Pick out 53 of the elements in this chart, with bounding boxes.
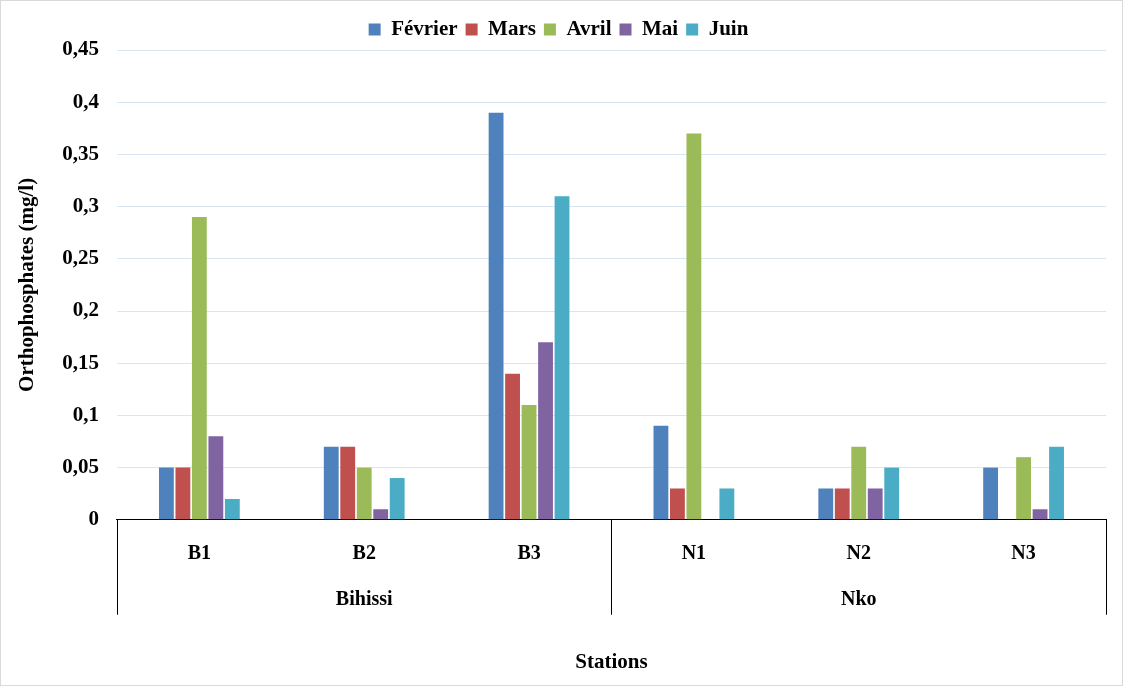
y-tick-label: 0	[88, 506, 99, 531]
text: Bihissi	[335, 586, 393, 609]
bar	[521, 404, 537, 520]
bar	[686, 133, 702, 520]
y-axis-title: Orthophosphates (mg/l)	[14, 177, 39, 392]
y-tick-label: 0,25	[62, 245, 99, 270]
legend-label: Juin	[708, 15, 749, 40]
bar	[1049, 446, 1064, 520]
y-tick-label: 0,2	[72, 297, 99, 322]
x-tick-label: B3	[517, 540, 541, 563]
legend-label: Mai	[642, 15, 679, 40]
x-tick-label: B1	[187, 540, 212, 563]
bar	[669, 488, 685, 520]
bar	[538, 342, 553, 520]
bar	[818, 488, 834, 520]
bar	[1032, 509, 1048, 520]
x-tick-label: N3	[1011, 540, 1036, 563]
x-tick-label: B2	[352, 540, 376, 563]
x-tick-label: N1	[681, 540, 707, 563]
bar	[983, 467, 999, 520]
bar	[867, 488, 883, 520]
legend-label: Mars	[488, 15, 536, 40]
bar	[158, 467, 174, 520]
bar	[834, 488, 850, 520]
y-tick-label: 0,15	[62, 349, 99, 374]
y-tick-label: 0,3	[72, 193, 99, 218]
bar	[175, 467, 191, 520]
y-tick-label: 0,45	[62, 36, 99, 61]
bar	[1016, 457, 1031, 520]
bar	[373, 509, 389, 520]
bar	[191, 217, 207, 520]
legend-label: Avril	[566, 15, 612, 40]
bar	[488, 112, 504, 520]
bar	[884, 467, 900, 520]
x-axis-title: Stations	[575, 648, 648, 673]
text: Nko	[840, 586, 877, 609]
bar	[224, 498, 240, 520]
bar	[389, 478, 405, 520]
y-tick-label: 0,35	[62, 140, 99, 165]
bar	[356, 467, 372, 520]
y-tick-label: 0,1	[72, 401, 99, 426]
bar	[851, 446, 867, 520]
y-tick-label: 0,4	[72, 88, 100, 113]
bar	[208, 436, 224, 520]
bar	[554, 196, 570, 520]
legend-label: Février	[391, 15, 458, 40]
y-tick-label: 0,05	[62, 454, 99, 479]
bar	[340, 446, 356, 520]
bar	[323, 446, 339, 520]
x-tick-label: N2	[846, 540, 871, 563]
bar	[719, 488, 735, 520]
bar	[505, 373, 520, 520]
bar	[653, 425, 669, 520]
